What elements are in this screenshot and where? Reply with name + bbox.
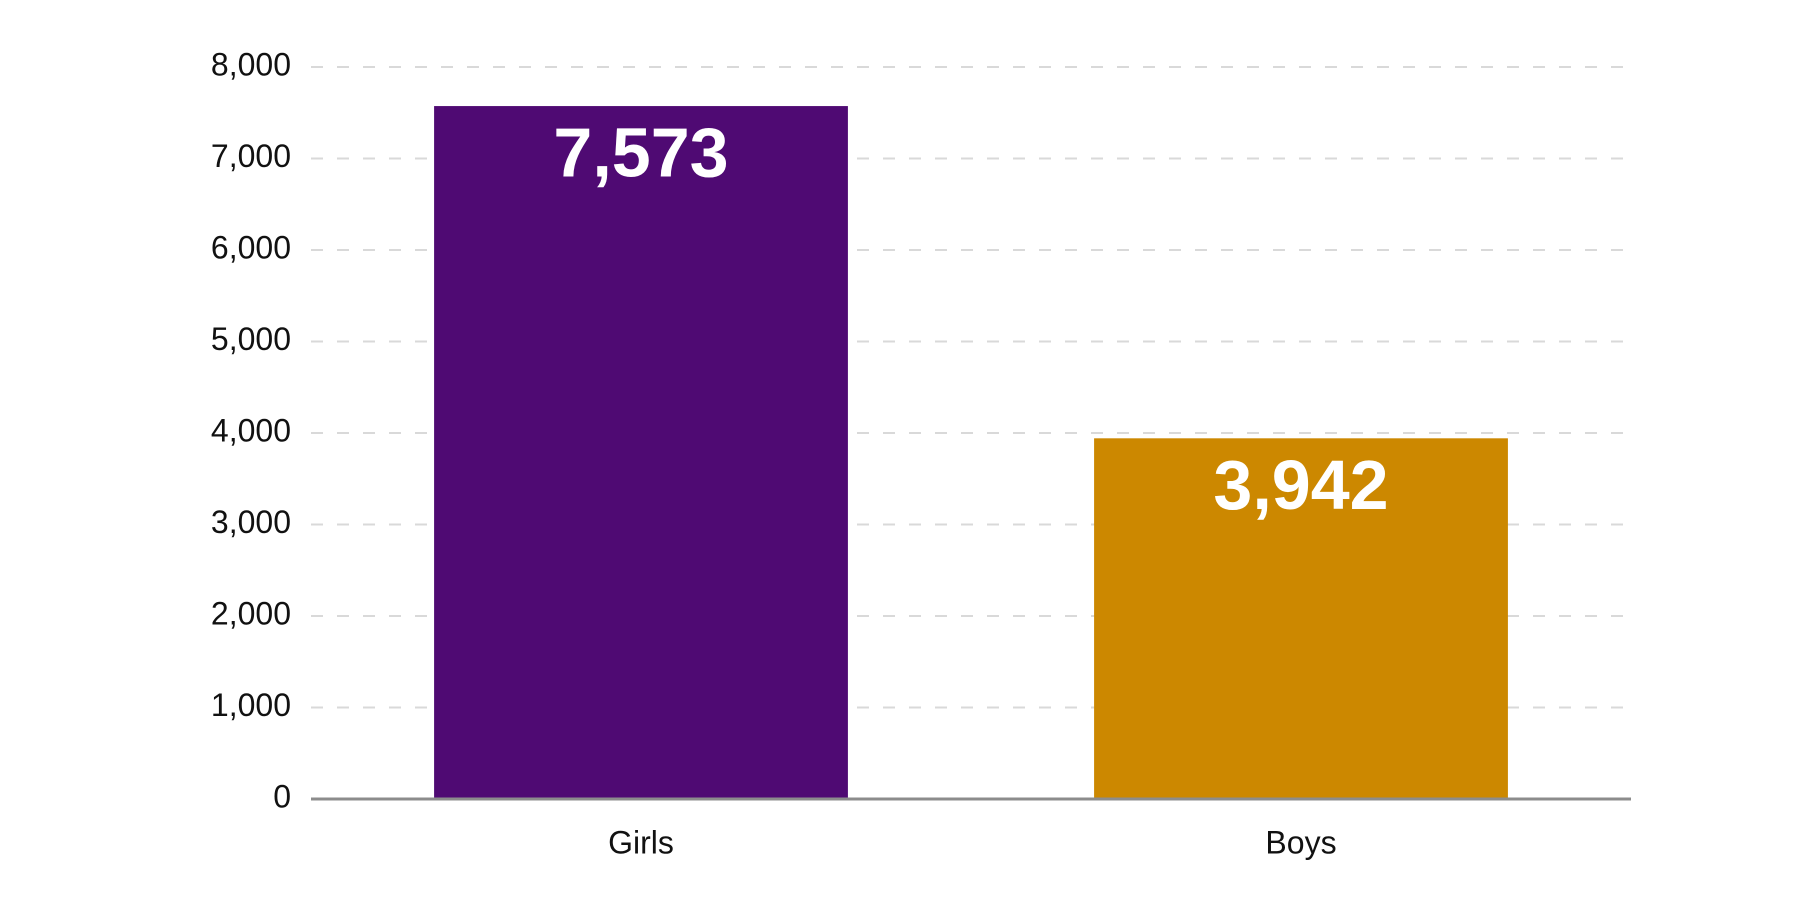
y-tick-label: 0	[273, 778, 291, 814]
y-tick-label: 3,000	[211, 504, 291, 540]
bar	[434, 106, 848, 800]
y-tick-label: 7,000	[211, 138, 291, 174]
y-tick-label: 8,000	[211, 46, 291, 82]
y-tick-label: 6,000	[211, 229, 291, 265]
y-tick-label: 2,000	[211, 595, 291, 631]
data-label: 3,942	[1213, 446, 1388, 524]
x-tick-label: Boys	[1265, 824, 1336, 860]
y-tick-label: 1,000	[211, 687, 291, 723]
data-label: 7,573	[553, 114, 728, 192]
bar	[1094, 438, 1508, 799]
y-tick-label: 5,000	[211, 321, 291, 357]
y-tick-label: 4,000	[211, 412, 291, 448]
x-tick-label: Girls	[608, 824, 674, 860]
